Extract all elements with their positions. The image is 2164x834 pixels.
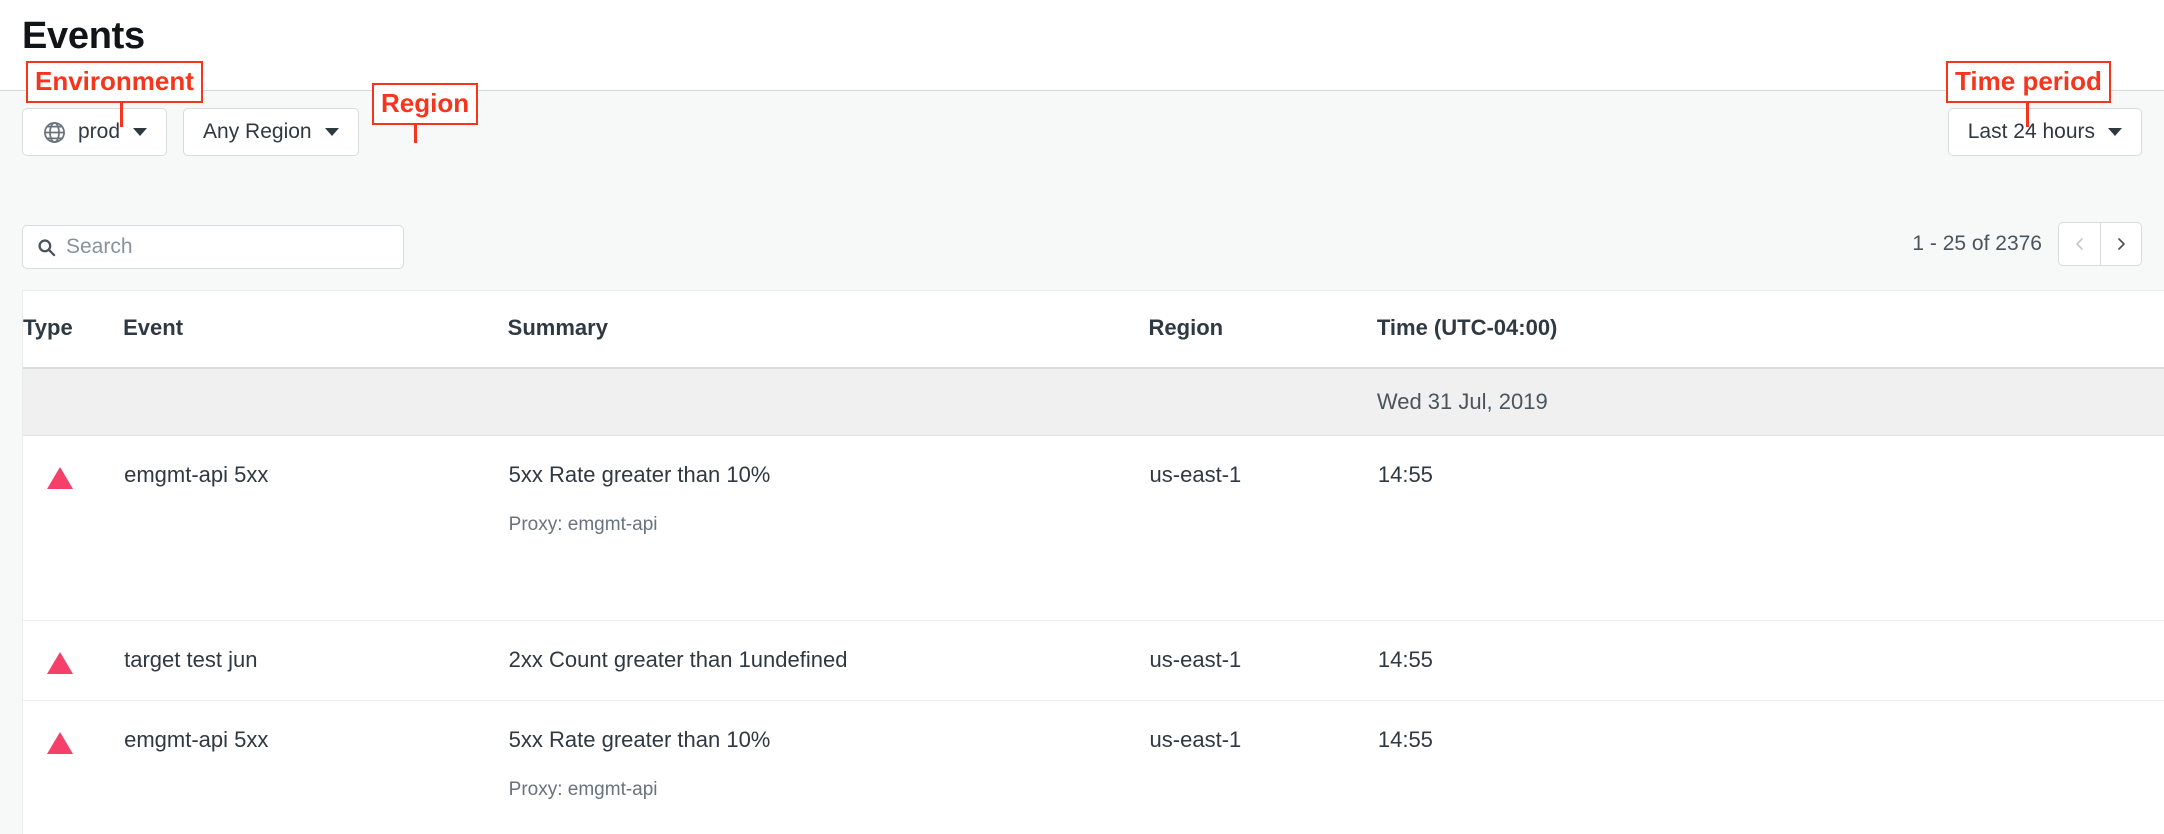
row-type-cell — [23, 620, 124, 701]
row-summary-cell: 2xx Count greater than 1undefined — [507, 620, 1149, 701]
row-summary-text: 5xx Rate greater than 10% — [508, 727, 771, 752]
time-period-label: Last 24 hours — [1967, 120, 2095, 143]
time-period-wrap: Last 24 hours — [1947, 108, 2142, 156]
pagination-buttons — [2058, 222, 2142, 266]
date-group-spacer-event — [123, 368, 508, 436]
chevron-down-icon — [133, 128, 148, 136]
pagination-range-label: 1 - 25 of 2376 — [1912, 232, 2042, 255]
events-table-head: Type Event Summary Region Time (UTC-04:0… — [23, 291, 2164, 369]
row-summary-text: 5xx Rate greater than 10% — [508, 462, 771, 487]
annotation-time-period: Time period — [1946, 61, 2111, 103]
row-summary-subtext: Proxy: emgmt-api — [508, 514, 658, 535]
chevron-left-icon — [2075, 238, 2083, 250]
table-row[interactable]: emgmt-api 5xx 5xx Rate greater than 10% … — [23, 700, 2164, 834]
date-group-spacer-summary — [507, 368, 1149, 436]
page-title: Events — [22, 15, 145, 57]
row-time-cell: 14:55 — [1376, 620, 2164, 701]
alert-triangle-icon — [47, 652, 73, 674]
chevron-down-icon — [2108, 128, 2122, 136]
row-region-cell: us-east-1 — [1148, 700, 1377, 834]
pagination-next-button[interactable] — [2100, 222, 2142, 266]
annotation-region-leader — [414, 117, 417, 143]
date-group-row: Wed 31 Jul, 2019 — [23, 368, 2164, 436]
chevron-right-icon — [2118, 238, 2125, 250]
date-group-label: Wed 31 Jul, 2019 — [1376, 368, 2164, 436]
row-summary-text: 2xx Count greater than 1undefined — [508, 647, 848, 672]
row-summary-subtext: Proxy: emgmt-api — [508, 779, 658, 800]
row-region-cell: us-east-1 — [1148, 620, 1377, 701]
date-group-spacer-type — [23, 368, 124, 436]
search-input[interactable] — [66, 235, 389, 259]
row-type-cell — [23, 435, 124, 621]
search-box[interactable] — [22, 225, 404, 269]
alert-triangle-icon — [47, 732, 73, 754]
annotation-region: Region — [372, 83, 479, 125]
column-header-region[interactable]: Region — [1148, 291, 1377, 369]
date-group-spacer-region — [1148, 368, 1377, 436]
annotation-time-period-leader — [2026, 95, 2029, 127]
column-header-summary[interactable]: Summary — [507, 291, 1149, 369]
filter-row: prod Any Region — [22, 108, 359, 156]
toolbar-band — [0, 90, 2164, 218]
row-summary-cell: 5xx Rate greater than 10% Proxy: emgmt-a… — [507, 700, 1149, 834]
row-region-cell: us-east-1 — [1148, 435, 1377, 621]
environment-filter-button[interactable]: prod — [22, 108, 168, 156]
events-table: Type Event Summary Region Time (UTC-04:0… — [23, 291, 2164, 834]
row-event-cell: emgmt-api 5xx — [123, 435, 508, 621]
column-header-type[interactable]: Type — [23, 291, 124, 369]
environment-filter-label: prod — [78, 120, 121, 143]
region-filter-button[interactable]: Any Region — [183, 108, 359, 156]
time-period-button[interactable]: Last 24 hours — [1947, 108, 2142, 156]
column-header-time[interactable]: Time (UTC-04:00) — [1376, 291, 2164, 369]
globe-icon — [42, 120, 67, 145]
row-time-cell: 14:55 — [1376, 700, 2164, 834]
search-icon — [37, 238, 56, 257]
table-row[interactable]: emgmt-api 5xx 5xx Rate greater than 10% … — [23, 435, 2164, 621]
column-header-event[interactable]: Event — [123, 291, 508, 369]
events-table-body: Wed 31 Jul, 2019 emgmt-api 5xx 5xx Rate … — [23, 368, 2164, 834]
row-time-cell: 14:55 — [1376, 435, 2164, 621]
events-table-card: Type Event Summary Region Time (UTC-04:0… — [22, 290, 2164, 834]
row-event-cell: target test jun — [123, 620, 508, 701]
row-summary-cell: 5xx Rate greater than 10% Proxy: emgmt-a… — [507, 435, 1149, 621]
alert-triangle-icon — [47, 467, 73, 489]
annotation-environment-leader — [120, 95, 123, 127]
pagination-prev-button[interactable] — [2058, 222, 2100, 266]
table-header-row: Type Event Summary Region Time (UTC-04:0… — [23, 291, 2164, 369]
region-filter-label: Any Region — [203, 120, 312, 143]
table-row[interactable]: target test jun 2xx Count greater than 1… — [23, 620, 2164, 701]
row-type-cell — [23, 700, 124, 834]
pagination: 1 - 25 of 2376 — [1912, 222, 2142, 266]
annotation-environment: Environment — [26, 61, 203, 103]
chevron-down-icon — [324, 128, 339, 136]
row-event-cell: emgmt-api 5xx — [123, 700, 508, 834]
